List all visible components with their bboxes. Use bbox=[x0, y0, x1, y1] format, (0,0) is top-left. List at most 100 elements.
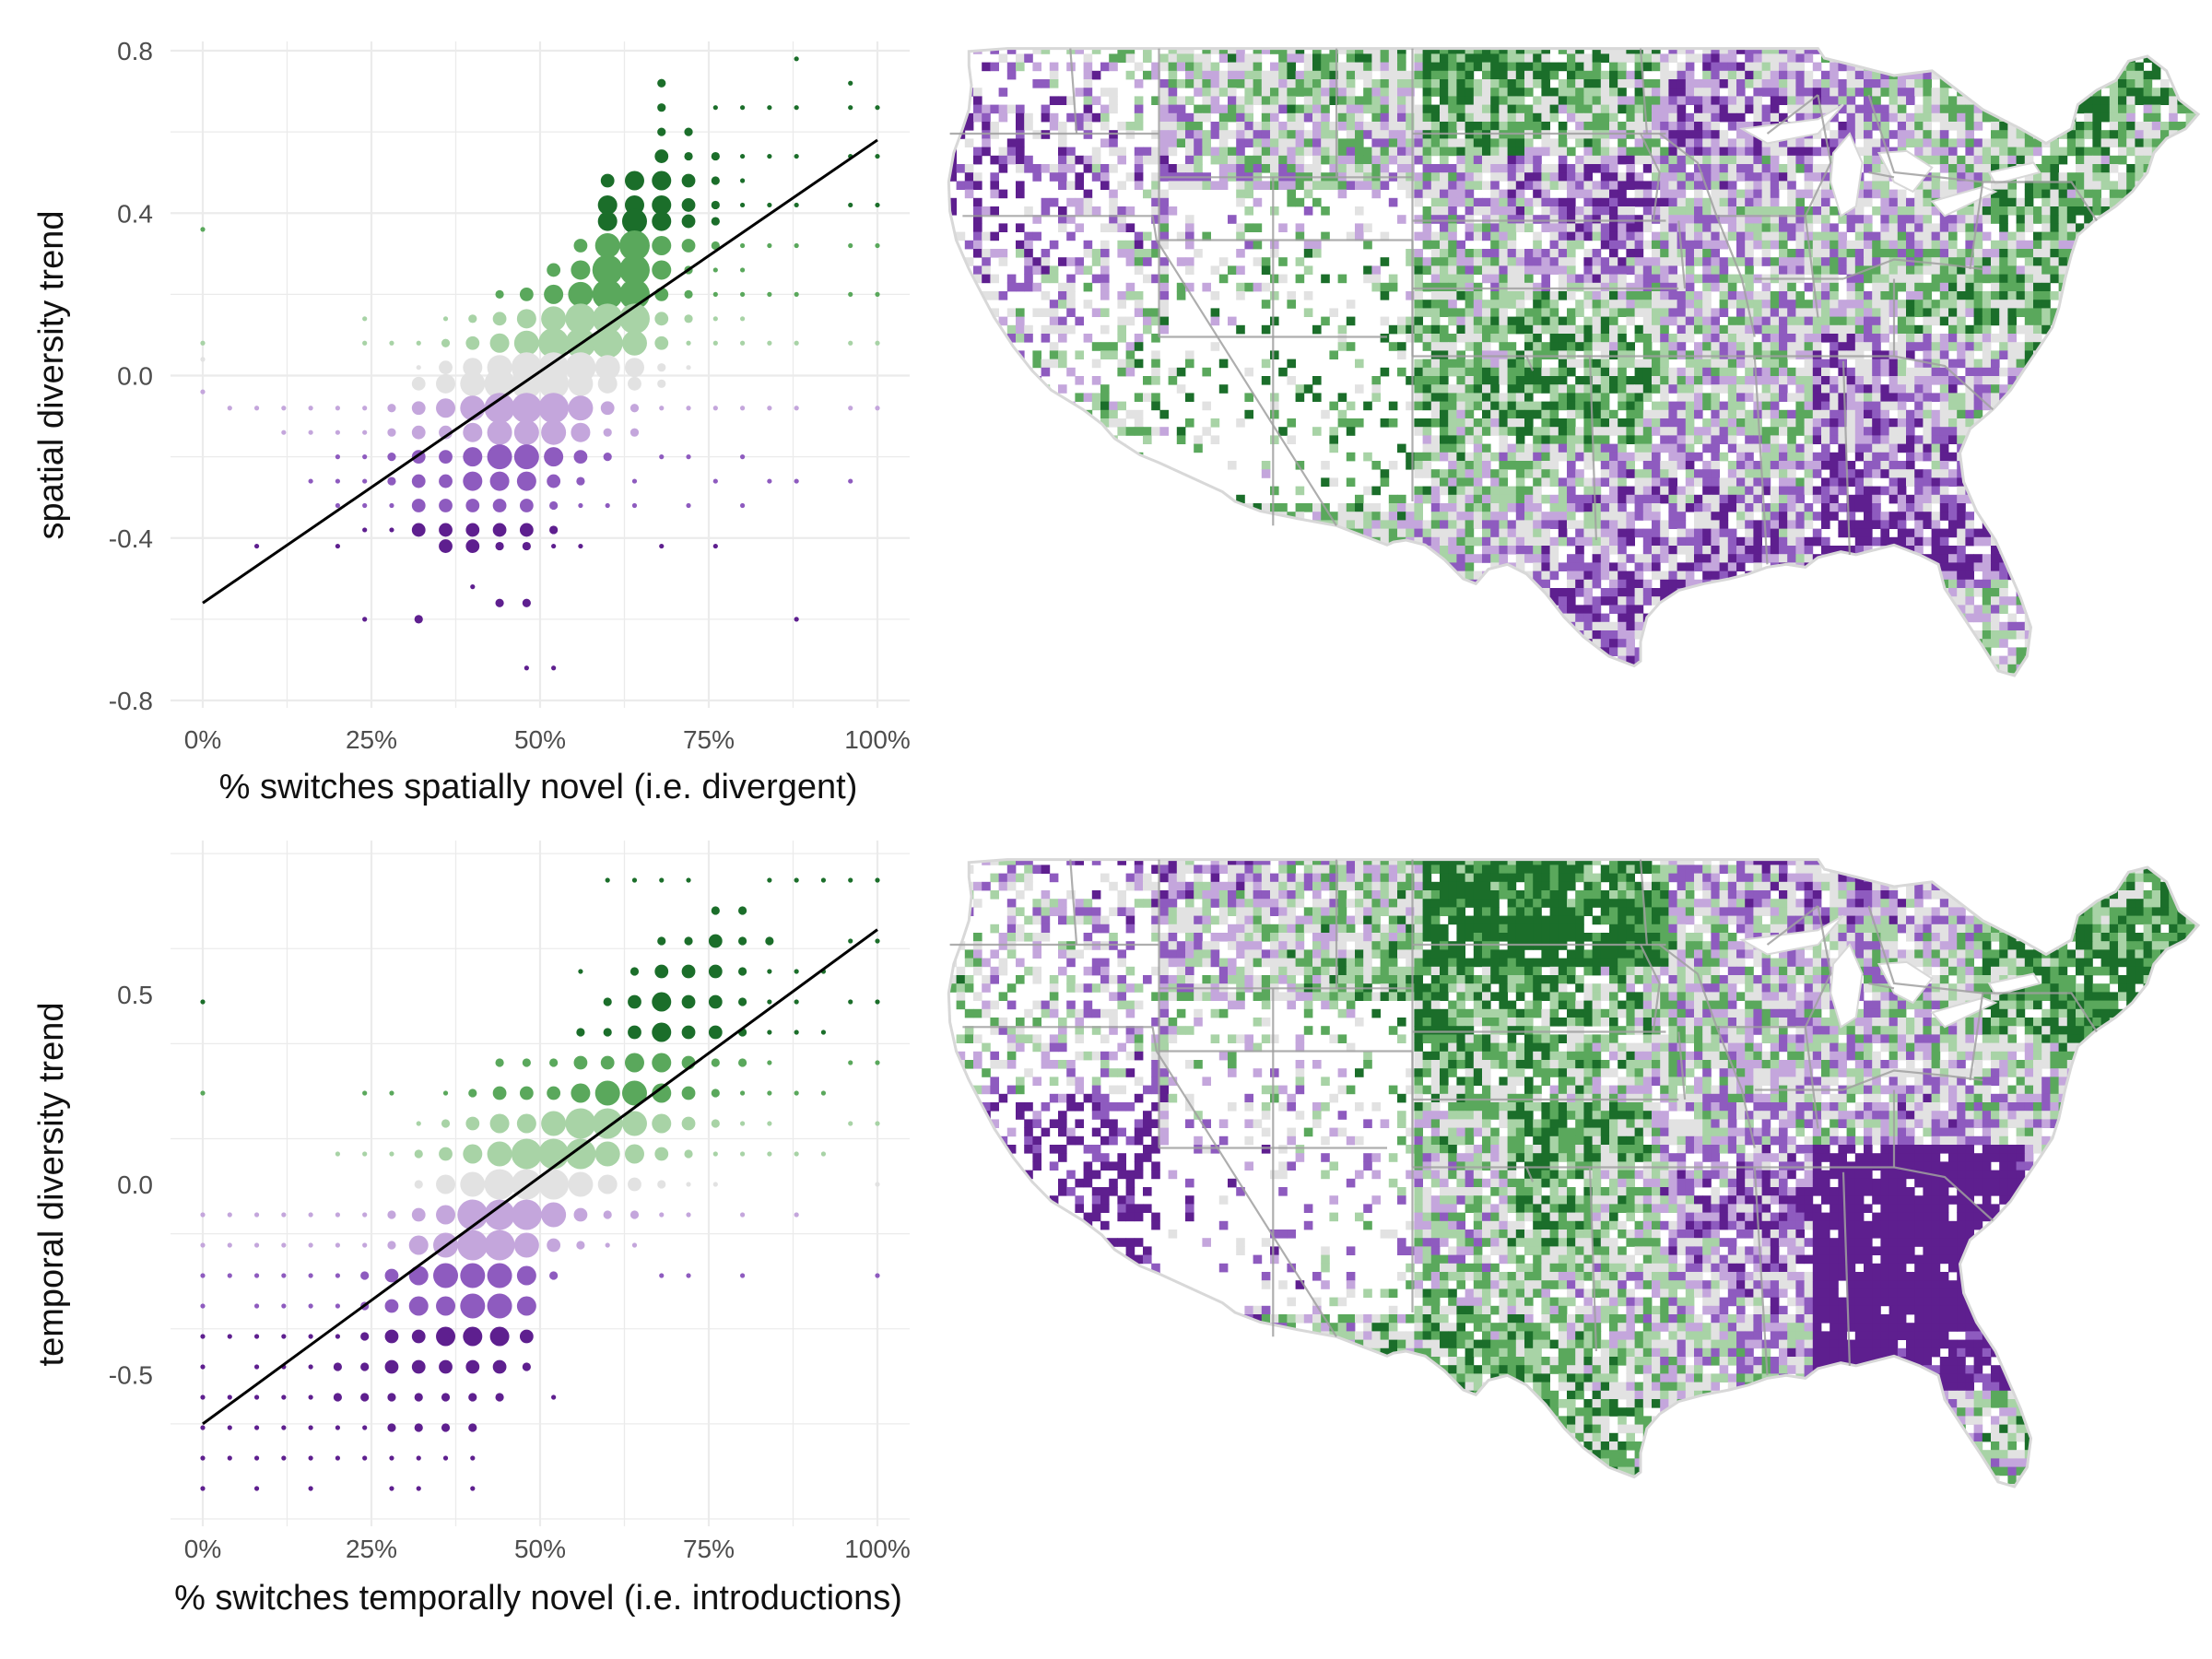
map-cell bbox=[1830, 62, 1839, 72]
map-cell bbox=[1727, 197, 1737, 207]
map-cell bbox=[1185, 138, 1194, 147]
map-cell bbox=[1482, 155, 1491, 165]
map-cell bbox=[1931, 223, 1941, 232]
map-cell bbox=[1465, 308, 1475, 317]
map-cell bbox=[1006, 274, 1017, 284]
map-cell bbox=[982, 206, 991, 216]
map-cell bbox=[1719, 350, 1729, 359]
map-cell bbox=[2041, 104, 2051, 114]
map-cell bbox=[1642, 181, 1653, 190]
map-cell bbox=[2066, 240, 2077, 250]
map-cell bbox=[982, 274, 991, 284]
map-cell bbox=[1642, 48, 1653, 54]
map-cell bbox=[1482, 249, 1491, 258]
map-cell bbox=[1736, 122, 1746, 131]
map-cell bbox=[1473, 181, 1483, 190]
data-point bbox=[519, 499, 534, 512]
map-cell bbox=[1592, 138, 1602, 147]
map-cell bbox=[1864, 155, 1873, 165]
map-cell bbox=[1533, 48, 1542, 54]
map-cell bbox=[2100, 324, 2111, 335]
map-cell bbox=[1270, 181, 1279, 190]
map-cell bbox=[1355, 122, 1364, 131]
map-cell bbox=[2050, 189, 2059, 199]
map-cell bbox=[2185, 181, 2195, 190]
map-cell bbox=[1753, 308, 1762, 317]
map-cell bbox=[1210, 147, 1220, 157]
map-cell bbox=[1430, 189, 1441, 199]
map-cell bbox=[2066, 189, 2077, 199]
map-cell bbox=[1406, 316, 1415, 326]
map-cell bbox=[1091, 48, 1101, 54]
map-cell bbox=[2185, 197, 2195, 207]
data-point bbox=[362, 617, 368, 622]
map-cell bbox=[2109, 249, 2119, 258]
map-cell bbox=[1854, 215, 1865, 224]
map-cell bbox=[1490, 197, 1500, 207]
map-cell bbox=[1440, 282, 1449, 292]
map-cell bbox=[1931, 265, 1941, 275]
map-cell bbox=[1770, 316, 1780, 326]
map-cell bbox=[2118, 112, 2127, 123]
map-cell bbox=[1016, 324, 1025, 335]
data-point bbox=[621, 330, 647, 356]
data-point bbox=[519, 287, 534, 301]
map-cell bbox=[1906, 223, 1915, 232]
map-cell bbox=[1618, 300, 1627, 309]
map-cell bbox=[2058, 147, 2068, 157]
map-cell bbox=[1049, 172, 1059, 182]
map-cell bbox=[1677, 112, 1687, 123]
map-cell bbox=[2169, 181, 2178, 190]
map-cell bbox=[1795, 223, 1805, 232]
map-cell bbox=[1906, 300, 1915, 309]
map-cell bbox=[1745, 282, 1754, 292]
map-cell bbox=[2118, 122, 2127, 131]
data-point bbox=[767, 105, 772, 111]
map-cell bbox=[2118, 223, 2127, 232]
map-cell bbox=[2024, 324, 2034, 335]
map-cell bbox=[1583, 324, 1593, 335]
map-cell bbox=[1745, 37, 1754, 46]
map-cell bbox=[1541, 79, 1550, 88]
map-cell bbox=[1753, 104, 1762, 114]
map-cell bbox=[1490, 37, 1500, 46]
map-cell bbox=[1821, 324, 1830, 335]
map-cell bbox=[1159, 53, 1169, 63]
map-cell bbox=[1991, 138, 2000, 147]
map-cell bbox=[1422, 240, 1432, 250]
map-cell bbox=[1355, 96, 1364, 105]
map-cell bbox=[2109, 324, 2119, 335]
map-cell bbox=[1991, 308, 2000, 317]
data-point bbox=[487, 1263, 512, 1288]
data-point bbox=[740, 1121, 746, 1126]
map-cell bbox=[1838, 231, 1847, 241]
data-point bbox=[794, 1151, 799, 1157]
map-cell bbox=[1787, 172, 1796, 182]
map-cell bbox=[2143, 70, 2153, 80]
map-cell bbox=[1490, 138, 1500, 147]
map-cell bbox=[1719, 189, 1729, 199]
map-cell bbox=[2177, 334, 2186, 343]
map-cell bbox=[1440, 324, 1449, 335]
map-cell bbox=[982, 231, 991, 241]
map-cell bbox=[1854, 291, 1865, 300]
map-cell bbox=[1702, 147, 1712, 157]
map-cell bbox=[1507, 359, 1517, 369]
map-cell bbox=[1694, 79, 1703, 88]
map-cell bbox=[1965, 48, 1974, 54]
map-cell bbox=[1795, 88, 1805, 97]
map-cell bbox=[1499, 206, 1508, 216]
map-cell bbox=[1041, 257, 1051, 266]
map-cell bbox=[1745, 324, 1754, 335]
map-cell bbox=[1032, 265, 1041, 275]
map-cell bbox=[1151, 155, 1160, 165]
map-cell bbox=[999, 37, 1008, 46]
map-cell bbox=[1414, 316, 1423, 326]
map-cell bbox=[1430, 48, 1441, 54]
map-cell bbox=[1668, 257, 1677, 266]
map-cell bbox=[1583, 112, 1593, 123]
map-cell bbox=[1482, 334, 1491, 343]
map-cell bbox=[2194, 291, 2198, 300]
map-cell bbox=[2050, 265, 2059, 275]
map-cell bbox=[1422, 206, 1432, 216]
